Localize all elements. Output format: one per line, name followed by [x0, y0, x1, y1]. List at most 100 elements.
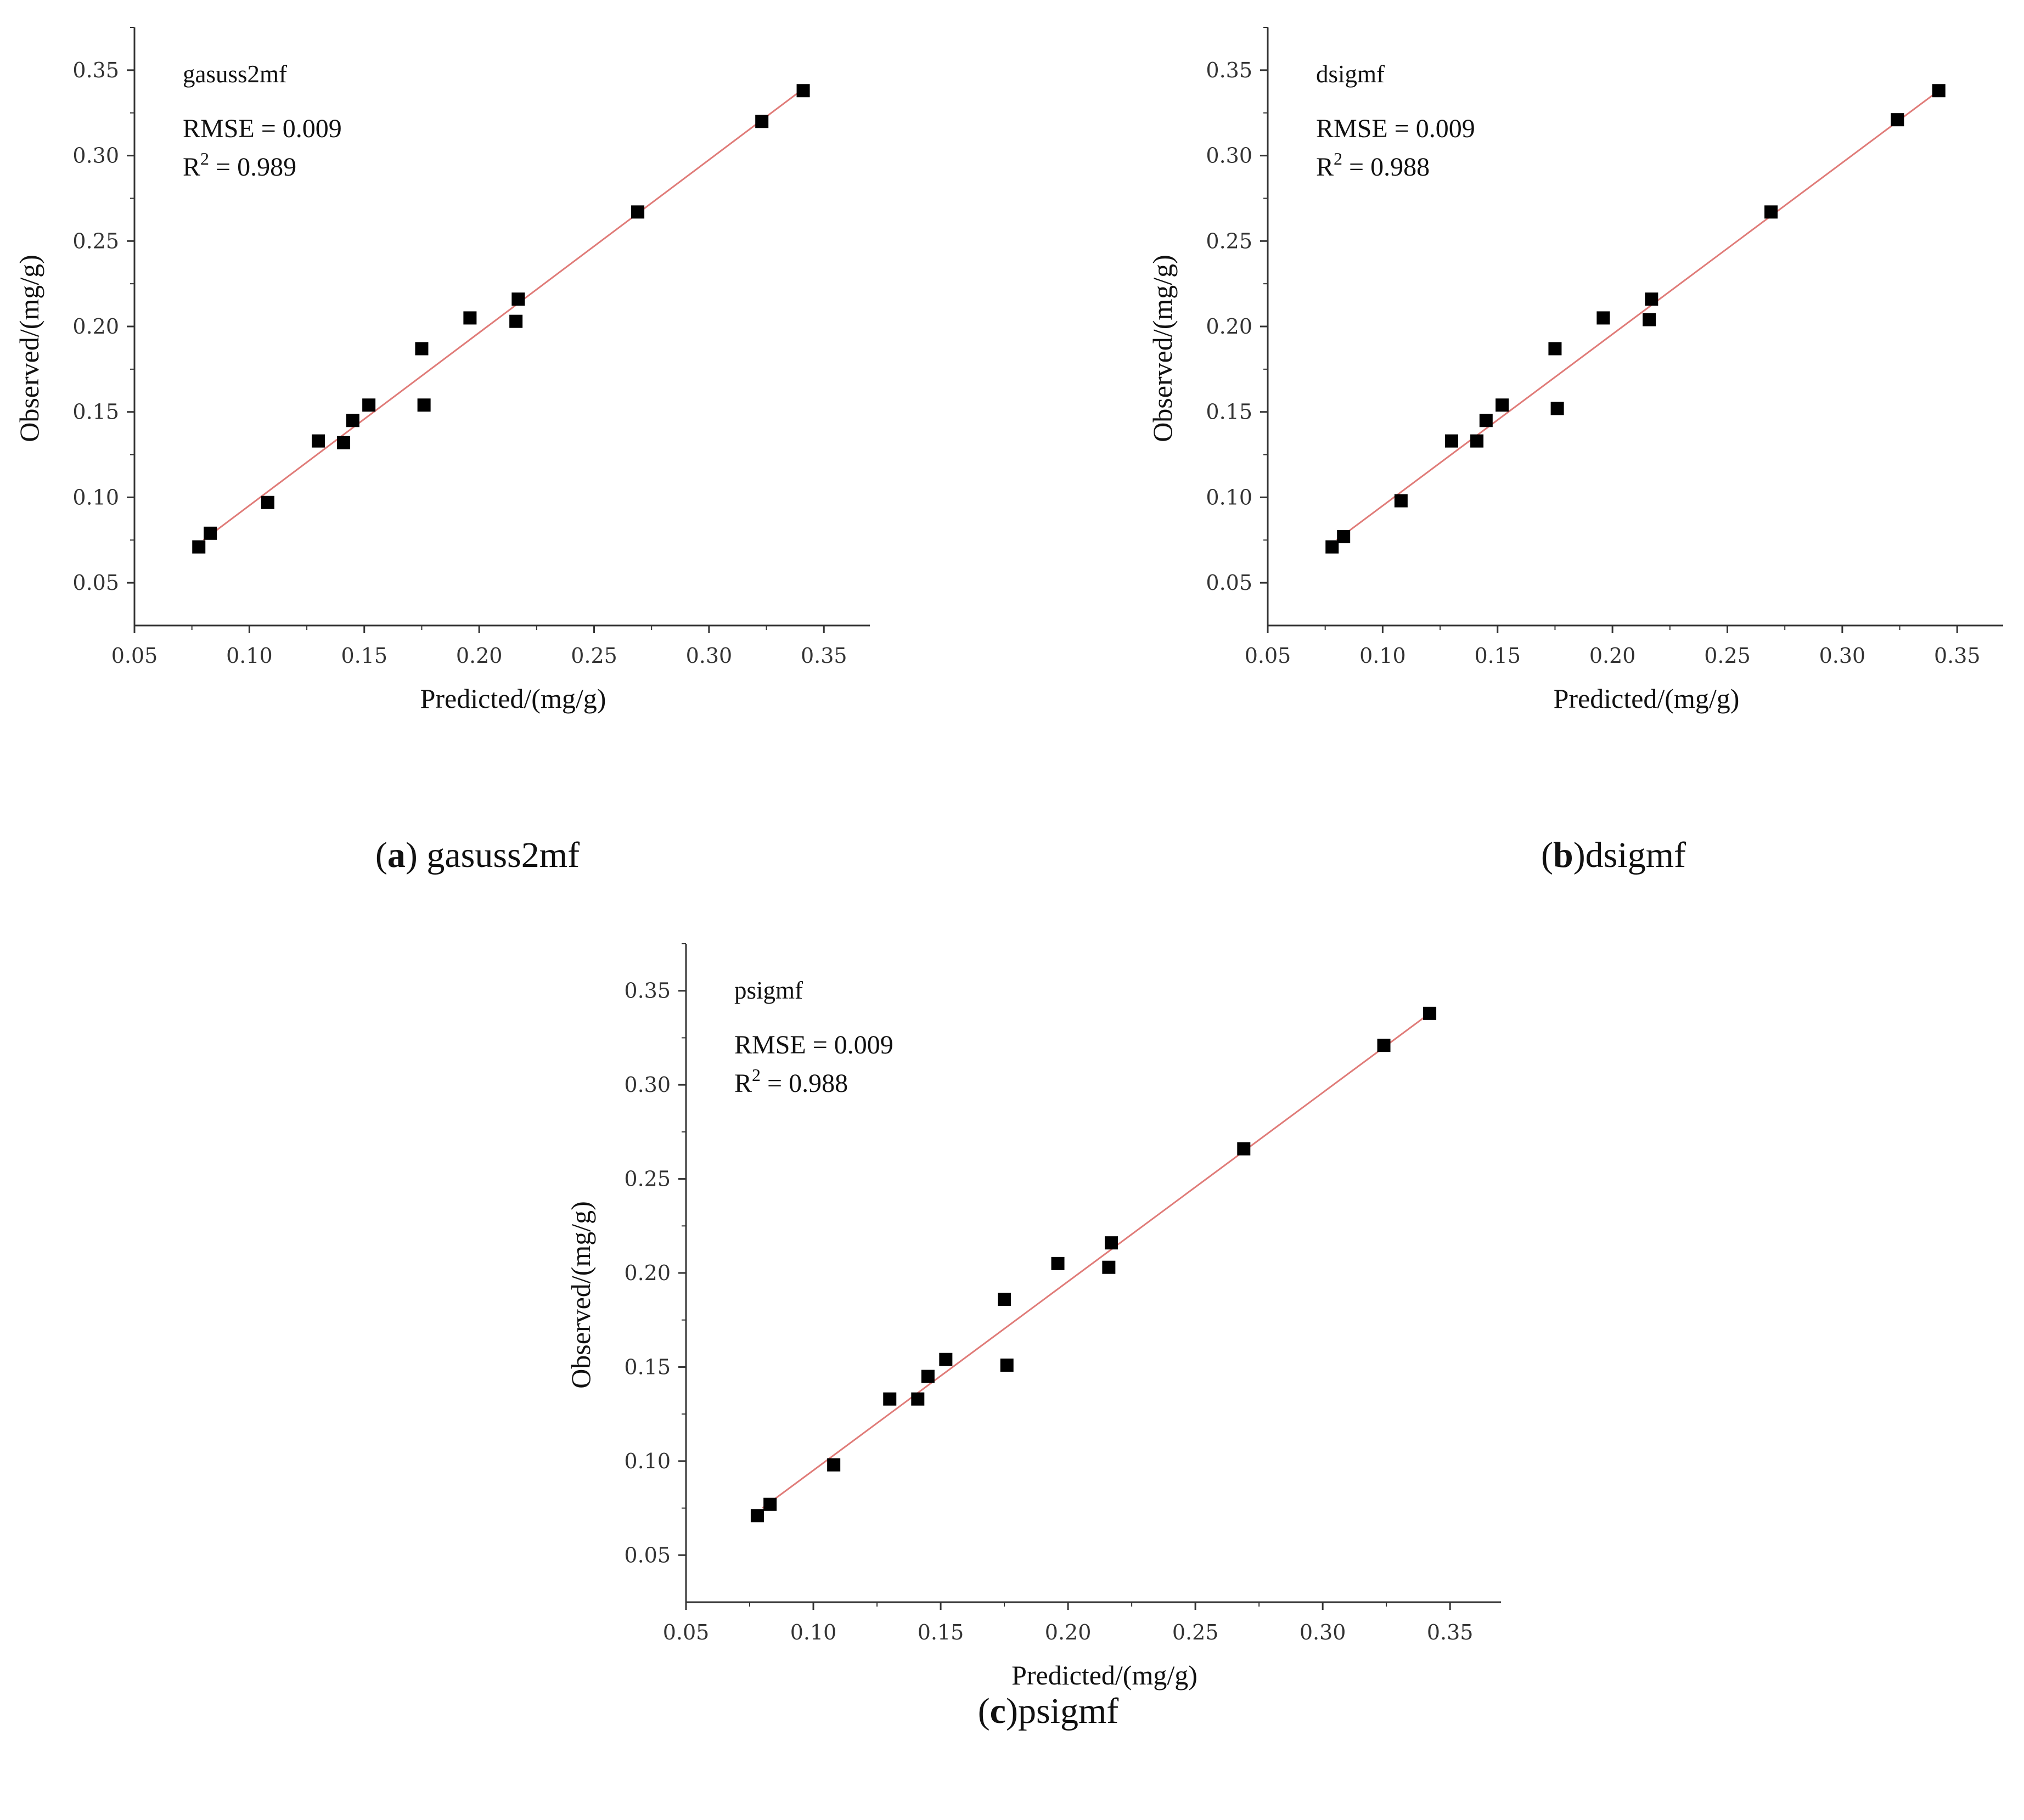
caption-open-paren: ( [978, 1691, 990, 1731]
data-point [998, 1293, 1011, 1306]
panel-caption: (b)dsigmf [1541, 835, 1686, 875]
x-tick-label: 0.20 [456, 644, 503, 668]
data-point [1394, 494, 1408, 508]
y-tick-label: 0.15 [624, 1355, 671, 1379]
data-point [1643, 313, 1656, 326]
r2-superscript: 2 [200, 149, 209, 168]
r2-value: = 0.988 [1342, 153, 1430, 182]
data-point [827, 1458, 841, 1472]
caption-open-paren: ( [1541, 835, 1553, 875]
caption-close-paren: ) [406, 835, 418, 875]
x-tick-label: 0.20 [1045, 1620, 1092, 1644]
caption-text: dsigmf [1586, 835, 1686, 875]
y-tick-label: 0.15 [72, 400, 119, 424]
chart-panel-a: 0.05 0.10 0.15 0.20 0.25 0.30 0.35 0.05 0.10 0.15… [14, 27, 870, 875]
x-tick-label: 0.35 [1427, 1620, 1474, 1644]
y-tick-label: 0.05 [624, 1543, 671, 1567]
x-tick-label: 0.25 [1172, 1620, 1219, 1644]
y-tick-label: 0.20 [624, 1261, 671, 1285]
y-tick-label: 0.25 [72, 229, 119, 253]
data-point [1051, 1256, 1065, 1270]
data-point [261, 495, 274, 509]
rmse-label: RMSE = 0.009 [734, 1030, 893, 1060]
x-tick-label: 0.30 [1819, 644, 1866, 668]
y-tick-label: 0.35 [624, 979, 671, 1003]
data-point [921, 1370, 935, 1383]
data-point [509, 314, 523, 328]
r2-prefix: R [734, 1069, 752, 1098]
y-axis-title: Observed/(mg/g) [1147, 255, 1178, 442]
x-tick-label: 0.30 [1300, 1620, 1346, 1644]
data-point [511, 292, 525, 306]
x-tick-label: 0.10 [790, 1620, 837, 1644]
r2-value: = 0.988 [761, 1069, 848, 1098]
data-point [750, 1509, 764, 1523]
caption-text: gasuss2mf [418, 835, 580, 875]
y-tick-label: 0.25 [624, 1167, 671, 1191]
data-point [1000, 1359, 1014, 1372]
y-tick-label: 0.05 [1206, 571, 1252, 595]
x-axis-title: Predicted/(mg/g) [1554, 683, 1740, 714]
y-tick-label: 0.20 [72, 314, 119, 339]
data-point [763, 1497, 777, 1511]
data-point [1237, 1142, 1251, 1156]
model-name-label: psigmf [734, 977, 803, 1004]
data-point [417, 398, 431, 412]
r2-value: = 0.989 [209, 153, 296, 182]
x-tick-label: 0.05 [111, 644, 158, 668]
data-point [192, 540, 206, 554]
caption-letter: a [387, 835, 406, 875]
data-point [312, 434, 325, 448]
data-point [939, 1353, 953, 1366]
chart-panel-c: 0.05 0.10 0.15 0.20 0.25 0.30 0.35 0.05 0.10 0.15… [565, 943, 1501, 1731]
x-tick-label: 0.05 [663, 1620, 710, 1644]
data-point [1423, 1006, 1437, 1020]
y-tick-label: 0.10 [1206, 485, 1252, 509]
y-tick-label: 0.10 [72, 485, 119, 509]
r2-superscript: 2 [752, 1065, 761, 1085]
r2-label: R2 = 0.989 [183, 149, 296, 182]
caption-close-paren: ) [1573, 835, 1586, 875]
fit-line [1336, 90, 1939, 541]
x-tick-label: 0.10 [226, 644, 273, 668]
rmse-label: RMSE = 0.009 [183, 114, 342, 143]
data-point [415, 342, 429, 356]
x-tick-label: 0.15 [1474, 644, 1521, 668]
model-name-label: gasuss2mf [183, 60, 287, 88]
data-point [796, 84, 810, 98]
y-tick-label: 0.35 [1206, 58, 1252, 82]
data-point [204, 526, 217, 540]
y-tick-label: 0.10 [624, 1449, 671, 1473]
chart-panel-b: 0.05 0.10 0.15 0.20 0.25 0.30 0.35 0.05 0.10 0.15… [1147, 27, 2003, 875]
x-tick-label: 0.35 [801, 644, 847, 668]
r2-prefix: R [183, 153, 200, 182]
r2-superscript: 2 [1334, 149, 1342, 168]
data-point [1891, 113, 1904, 127]
caption-close-paren: ) [1006, 1691, 1018, 1731]
y-tick-label: 0.05 [72, 571, 119, 595]
r2-label: R2 = 0.988 [1316, 149, 1430, 182]
x-tick-label: 0.10 [1359, 644, 1406, 668]
r2-label: R2 = 0.988 [734, 1065, 848, 1098]
x-tick-label: 0.25 [571, 644, 617, 668]
y-tick-label: 0.25 [1206, 229, 1252, 253]
data-point [463, 311, 477, 325]
y-tick-label: 0.20 [1206, 314, 1252, 339]
y-tick-label: 0.35 [72, 58, 119, 82]
y-tick-label: 0.15 [1206, 400, 1252, 424]
rmse-label: RMSE = 0.009 [1316, 114, 1475, 143]
fit-line [203, 90, 802, 541]
data-point [1104, 1236, 1118, 1250]
y-axis-title: Observed/(mg/g) [14, 255, 44, 442]
caption-open-paren: ( [375, 835, 387, 875]
caption-letter: b [1553, 835, 1573, 875]
data-point [337, 436, 351, 449]
x-tick-label: 0.20 [1589, 644, 1636, 668]
data-point [1548, 342, 1562, 356]
caption-text: psigmf [1018, 1691, 1118, 1731]
x-tick-label: 0.15 [918, 1620, 964, 1644]
data-point [755, 115, 769, 128]
data-point [911, 1392, 925, 1406]
data-point [1495, 398, 1509, 412]
model-name-label: dsigmf [1316, 60, 1385, 88]
